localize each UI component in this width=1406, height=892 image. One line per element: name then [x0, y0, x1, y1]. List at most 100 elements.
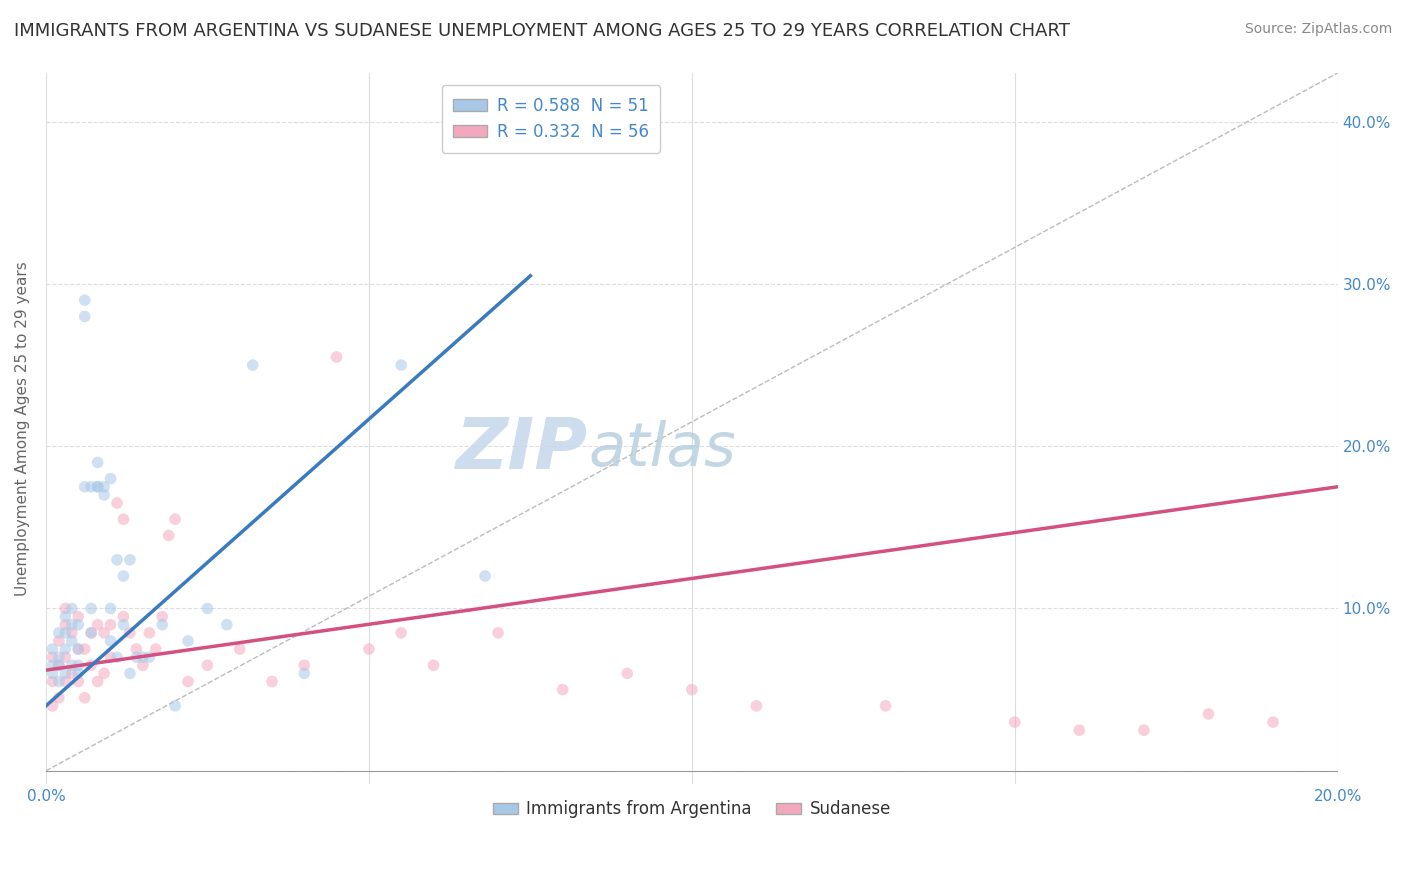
Point: [260, 674, 283, 689]
Legend: Immigrants from Argentina, Sudanese: Immigrants from Argentina, Sudanese: [486, 794, 898, 825]
Point: [80, 658, 103, 673]
Point: [41, 698, 63, 713]
Point: [73, 690, 96, 705]
Point: [157, 528, 180, 542]
Point: [242, 358, 264, 372]
Point: [67, 642, 90, 657]
Point: [118, 666, 141, 681]
Point: [60, 658, 83, 673]
Point: [1133, 723, 1156, 738]
Point: [745, 698, 768, 713]
Point: [41, 658, 63, 673]
Point: [100, 650, 122, 665]
Point: [165, 698, 187, 713]
Point: [67, 658, 90, 673]
Point: [422, 658, 444, 673]
Text: atlas: atlas: [589, 420, 737, 479]
Point: [100, 634, 122, 648]
Point: [53, 625, 76, 640]
Point: [48, 674, 70, 689]
Point: [357, 642, 380, 657]
Point: [197, 601, 219, 615]
Point: [80, 625, 103, 640]
Point: [48, 658, 70, 673]
Point: [53, 642, 76, 657]
Point: [118, 553, 141, 567]
Point: [73, 310, 96, 324]
Point: [112, 617, 135, 632]
Point: [112, 569, 135, 583]
Point: [292, 658, 315, 673]
Point: [112, 609, 135, 624]
Point: [118, 625, 141, 640]
Point: [86, 480, 108, 494]
Point: [67, 617, 90, 632]
Point: [138, 650, 160, 665]
Point: [93, 625, 115, 640]
Point: [53, 609, 76, 624]
Point: [132, 658, 155, 673]
Point: [60, 601, 83, 615]
Point: [100, 617, 122, 632]
Point: [60, 634, 83, 648]
Y-axis label: Unemployment Among Ages 25 to 29 years: Unemployment Among Ages 25 to 29 years: [15, 261, 30, 596]
Point: [132, 650, 155, 665]
Point: [197, 658, 219, 673]
Point: [165, 512, 187, 526]
Point: [67, 642, 90, 657]
Text: Source: ZipAtlas.com: Source: ZipAtlas.com: [1244, 22, 1392, 37]
Point: [474, 569, 496, 583]
Point: [53, 674, 76, 689]
Point: [145, 642, 167, 657]
Point: [41, 642, 63, 657]
Point: [48, 650, 70, 665]
Text: IMMIGRANTS FROM ARGENTINA VS SUDANESE UNEMPLOYMENT AMONG AGES 25 TO 29 YEARS COR: IMMIGRANTS FROM ARGENTINA VS SUDANESE UN…: [14, 22, 1070, 40]
Point: [105, 650, 128, 665]
Point: [73, 293, 96, 308]
Point: [53, 601, 76, 615]
Point: [1004, 714, 1026, 729]
Point: [292, 666, 315, 681]
Point: [80, 601, 103, 615]
Point: [389, 625, 412, 640]
Point: [67, 666, 90, 681]
Point: [112, 512, 135, 526]
Point: [389, 358, 412, 372]
Point: [215, 617, 238, 632]
Point: [60, 625, 83, 640]
Point: [53, 617, 76, 632]
Point: [177, 634, 200, 648]
Point: [48, 634, 70, 648]
Point: [105, 496, 128, 510]
Point: [41, 666, 63, 681]
Point: [616, 666, 638, 681]
Point: [1261, 714, 1284, 729]
Point: [150, 609, 173, 624]
Point: [100, 472, 122, 486]
Point: [67, 609, 90, 624]
Point: [93, 488, 115, 502]
Point: [48, 625, 70, 640]
Point: [73, 480, 96, 494]
Point: [86, 480, 108, 494]
Point: [486, 625, 509, 640]
Point: [228, 642, 250, 657]
Point: [681, 682, 703, 697]
Point: [80, 480, 103, 494]
Point: [875, 698, 897, 713]
Point: [53, 650, 76, 665]
Point: [60, 666, 83, 681]
Point: [177, 674, 200, 689]
Point: [125, 650, 148, 665]
Point: [86, 674, 108, 689]
Point: [93, 666, 115, 681]
Point: [1069, 723, 1091, 738]
Point: [105, 553, 128, 567]
Point: [60, 617, 83, 632]
Point: [80, 625, 103, 640]
Point: [53, 666, 76, 681]
Point: [67, 674, 90, 689]
Point: [325, 350, 347, 364]
Point: [86, 617, 108, 632]
Point: [1198, 706, 1220, 721]
